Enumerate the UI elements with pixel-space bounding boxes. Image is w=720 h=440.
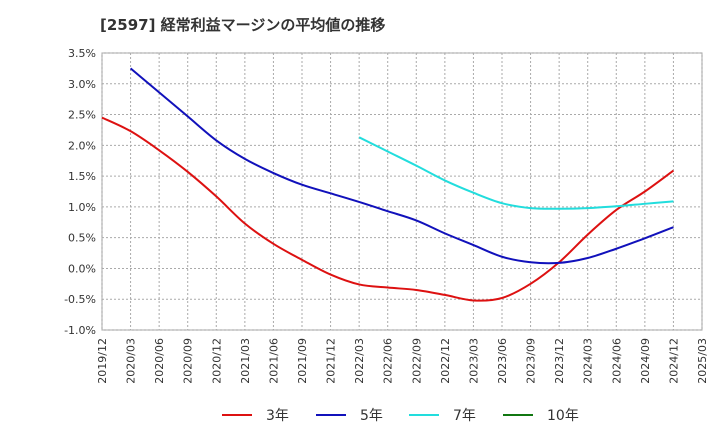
plot-area [101, 52, 703, 331]
plot-frame [101, 52, 703, 331]
x-tick-label: 2022/06 [382, 338, 395, 384]
x-tick-label: 2021/09 [296, 338, 309, 384]
x-tick-label: 2021/12 [325, 338, 338, 384]
legend-label: 10年 [547, 408, 579, 424]
x-tick-label: 2021/03 [239, 338, 252, 384]
y-tick-label: 1.5% [68, 170, 96, 183]
x-tick-label: 2019/12 [96, 338, 109, 384]
y-tick-label: 1.0% [68, 201, 96, 214]
y-tick-label: -1.0% [64, 324, 96, 337]
legend-label: 5年 [360, 408, 383, 424]
x-tick-label: 2023/03 [467, 338, 480, 384]
y-tick-label: -0.5% [64, 293, 96, 306]
y-tick-label: 0.0% [68, 262, 96, 275]
x-tick-label: 2020/06 [153, 338, 166, 384]
y-tick-label: 3.5% [68, 47, 96, 60]
x-tick-label: 2023/12 [553, 338, 566, 384]
x-tick-label: 2024/09 [639, 338, 652, 384]
series-line-3年 [101, 116, 675, 302]
x-tick-label: 2023/09 [525, 338, 538, 384]
legend-label: 7年 [453, 408, 476, 424]
x-tick-label: 2025/03 [696, 338, 709, 384]
series-group [101, 67, 675, 302]
y-tick-label: 0.5% [68, 232, 96, 245]
x-tick-label: 2023/06 [496, 338, 509, 384]
legend-label: 3年 [266, 408, 289, 424]
x-axis: 2019/12 2020/03 2020/06 2020/09 2020/12 2021/… [96, 338, 709, 384]
x-tick-label: 2020/12 [210, 338, 223, 384]
series-line-7年 [358, 136, 674, 210]
y-tick-label: 3.0% [68, 78, 96, 91]
chart-title: [2597] 経常利益マージンの平均値の推移 [100, 16, 385, 34]
y-tick-label: 2.0% [68, 139, 96, 152]
series-line-5年 [129, 67, 674, 265]
y-axis: 3.5% 3.0% 2.5% 2.0% 1.5% 1.0% 0.5% 0.0% -0.5% -1.… [64, 47, 96, 337]
x-tick-label: 2020/09 [182, 338, 195, 384]
y-tick-label: 2.5% [68, 109, 96, 122]
x-tick-label: 2024/03 [582, 338, 595, 384]
x-tick-label: 2022/03 [353, 338, 366, 384]
x-tick-label: 2022/09 [410, 338, 423, 384]
x-tick-label: 2022/12 [439, 338, 452, 384]
x-tick-label: 2021/06 [267, 338, 280, 384]
legend: 3年 5年 7年 10年 [222, 408, 579, 424]
x-tick-label: 2020/03 [125, 338, 138, 384]
x-tick-label: 2024/06 [610, 338, 623, 384]
x-tick-label: 2024/12 [667, 338, 680, 384]
